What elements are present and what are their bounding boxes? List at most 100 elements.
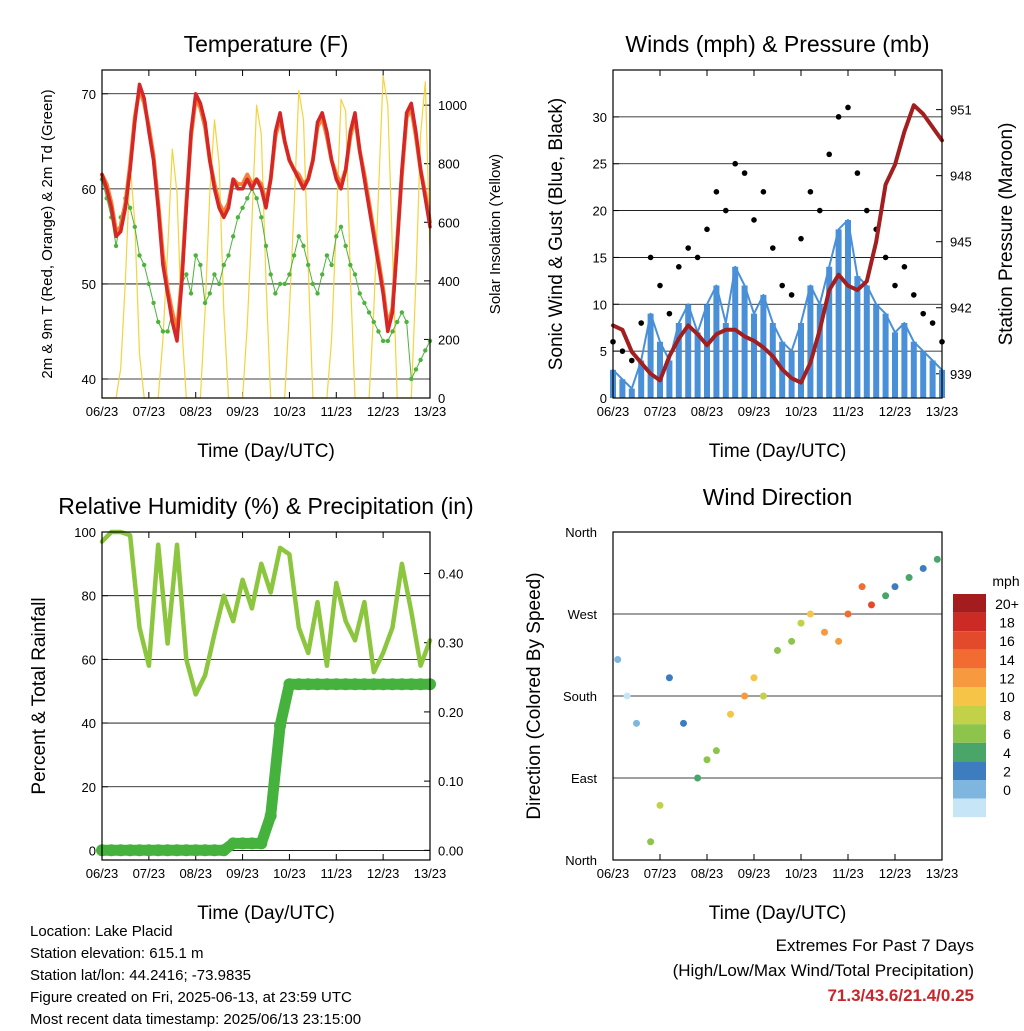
point-precipitation (302, 678, 315, 691)
point-gust (864, 207, 870, 214)
colorbar-swatch (953, 594, 986, 613)
series-relative-humidity (99, 529, 433, 697)
x-tick-label: 13/23 (926, 404, 959, 419)
colorbar-label: 18 (999, 615, 1015, 631)
x-tick-label: 13/23 (926, 866, 959, 881)
y2-tick-label: 951 (950, 103, 972, 118)
point-gust (638, 320, 644, 326)
y2-axis-label: Solar Insolation (Yellow) (487, 154, 504, 314)
point-gust (619, 348, 626, 354)
point-precipitation (142, 844, 155, 857)
point-precipitation (274, 719, 287, 732)
y2-tick-label: 942 (950, 301, 972, 316)
point-wind-direction (750, 674, 758, 682)
point-wind-direction (712, 747, 720, 755)
point-gust (676, 264, 682, 270)
x-tick-label: 07/23 (133, 866, 166, 881)
point-precipitation (405, 678, 418, 691)
point-precipitation (227, 837, 240, 850)
elevation-text: Station elevation: 615.1 m (30, 945, 204, 962)
point-precipitation (105, 844, 118, 857)
colorbar-swatch (953, 724, 986, 743)
point-precipitation (395, 678, 408, 691)
colorbar-label: 8 (1003, 708, 1011, 724)
winds-pressure-panel: 0 5 10 15 20 25 30 06/23 07/23 08/23 09/23 10/23 11/… (546, 31, 1017, 462)
point-wind-direction (891, 583, 899, 591)
y-tick-label: 5 (600, 344, 607, 359)
point-precipitation (330, 678, 343, 691)
point-precipitation (208, 844, 221, 857)
y-tick-label: 40 (82, 716, 96, 731)
point-gust (666, 310, 673, 317)
chart-title: Winds (mph) & Pressure (mb) (625, 31, 929, 57)
point-precipitation (349, 678, 362, 691)
humidity-precip-panel: 0 20 40 60 80 100 06/23 07/23 08/23 09/23 10/23 11/… (29, 493, 474, 924)
x-tick-label: 07/23 (644, 404, 677, 419)
y-axis-label: Percent & Total Rainfall (29, 597, 50, 794)
series-total-precipitation (96, 678, 436, 856)
y-tick-label: 40 (82, 372, 96, 387)
colorbar-label: 0 (1003, 782, 1011, 798)
direction-label: North (565, 853, 597, 868)
x-tick-label: 10/23 (785, 404, 818, 419)
point-gust (723, 207, 729, 214)
point-gust (817, 207, 823, 214)
y-tick-label: 25 (593, 157, 607, 172)
y2-axis-label: Station Pressure (Maroon) (996, 123, 1017, 346)
y-tick-label: 10 (593, 297, 607, 312)
point-gust (892, 282, 898, 289)
created-text: Figure created on Fri, 2025-06-13, at 23… (30, 989, 352, 1006)
extremes-title: Extremes For Past 7 Days (775, 936, 974, 955)
point-precipitation (180, 844, 193, 857)
colorbar-title: mph (992, 573, 1019, 589)
point-precipitation (414, 678, 427, 691)
y-tick-label: 15 (593, 250, 607, 265)
plot-border (101, 69, 431, 399)
colorbar-label: 14 (999, 652, 1015, 668)
point-gust (741, 170, 748, 176)
chart-title: Relative Humidity (%) & Precipitation (i… (58, 493, 473, 519)
x-axis-label: Time (Day/UTC) (197, 441, 335, 462)
x-tick-label: 11/23 (832, 866, 864, 881)
speed-colorbar: mph 20+ 18 16 14 12 10 8 6 4 2 0 (953, 573, 1020, 818)
point-gust (713, 189, 720, 195)
point-precipitation (283, 678, 296, 691)
x-axis-label: Time (Day/UTC) (197, 903, 335, 924)
point-wind-direction (806, 610, 814, 618)
point-wind-direction (868, 601, 875, 609)
point-precipitation (367, 678, 380, 691)
y-tick-label: 20 (593, 204, 607, 219)
point-precipitation (245, 837, 258, 850)
x-tick-label: 11/23 (320, 404, 352, 419)
point-precipitation (264, 809, 277, 822)
station-info: Location: Lake Placid Station elevation:… (30, 921, 361, 1031)
y-tick-label: 20 (82, 780, 96, 795)
x-tick-label: 12/23 (879, 404, 912, 419)
x-axis-label: Time (Day/UTC) (709, 903, 847, 924)
plot-border (101, 531, 431, 861)
y-tick-label: 70 (82, 87, 96, 102)
y-axis-label: Direction (Colored By Speed) (524, 572, 545, 819)
x-tick-label: 08/23 (179, 866, 212, 881)
x-tick-label: 13/23 (414, 866, 447, 881)
point-gust (911, 292, 917, 298)
x-tick-label: 10/23 (273, 404, 306, 419)
point-gust (798, 235, 804, 242)
direction-label: South (563, 689, 597, 704)
x-tick-label: 09/23 (226, 866, 259, 881)
temperature-panel: 40 50 60 70 06/23 07/23 08/23 09/23 10/23 11/23 12… (39, 31, 504, 462)
y-tick-label: 30 (593, 110, 607, 125)
colorbar-label: 6 (1003, 726, 1011, 742)
x-tick-label: 08/23 (691, 404, 724, 419)
y2-tick-label: 1000 (438, 98, 467, 113)
y-tick-label: 0 (89, 843, 96, 858)
point-gust (647, 254, 654, 261)
colorbar-label: 12 (999, 670, 1015, 686)
point-wind-direction (741, 692, 749, 700)
colorbar-swatch (953, 687, 986, 706)
y-axis-label: Sonic Wind & Gust (Blue, Black) (546, 98, 567, 370)
point-wind-direction (703, 756, 711, 764)
colorbar-label: 2 (1003, 763, 1011, 779)
y-tick-label: 0 (600, 391, 607, 406)
